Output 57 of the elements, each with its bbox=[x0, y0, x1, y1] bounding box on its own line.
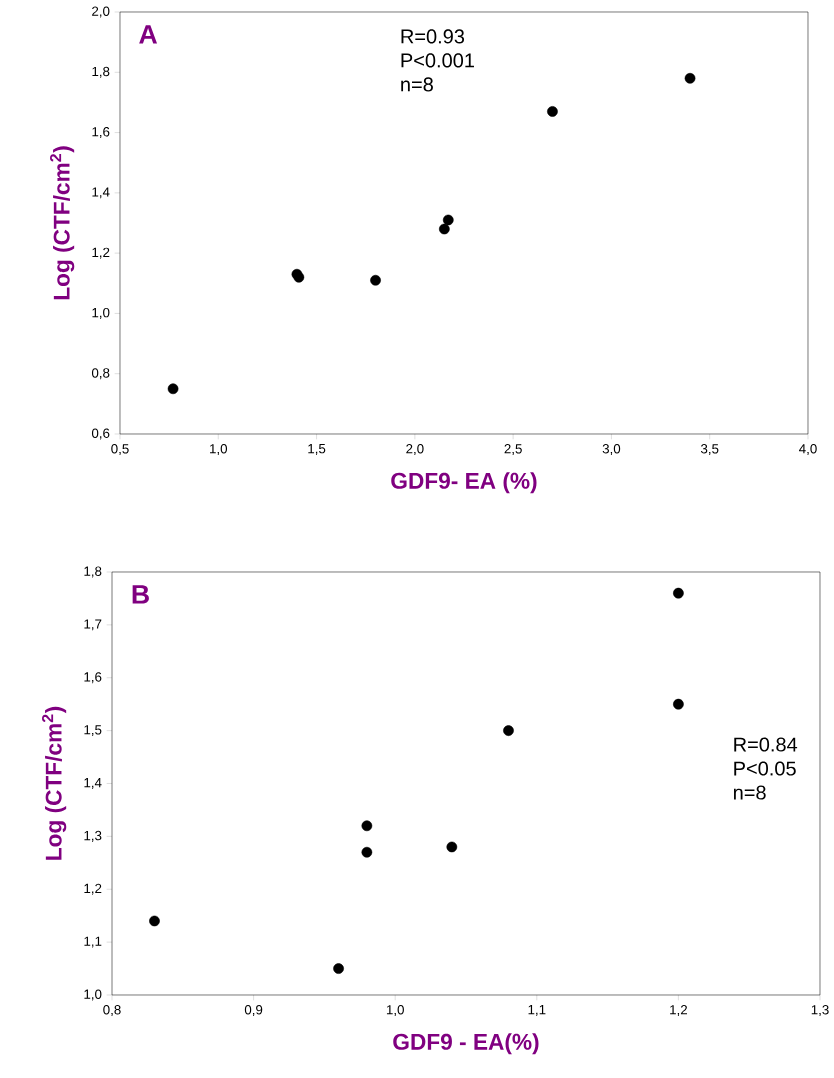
annotation: n=8 bbox=[734, 785, 766, 800]
point bbox=[370, 274, 382, 286]
point bbox=[673, 698, 684, 710]
point bbox=[443, 214, 454, 226]
x-tick-label: 1,0 bbox=[210, 444, 228, 456]
y-tick-label: 1,8 bbox=[84, 566, 102, 578]
y-tick-label: 1,4 bbox=[84, 778, 102, 789]
y-tick-label: 1,6 bbox=[84, 672, 102, 684]
x-axis-title: GDF9 - EA(%) bbox=[393, 1033, 539, 1055]
point bbox=[361, 820, 373, 832]
x-tick-label: 3,5 bbox=[701, 444, 719, 456]
x-tick-label: 4,0 bbox=[799, 444, 817, 456]
y-axis-title: Log (CTF/cm$^{2}$) bbox=[42, 706, 67, 860]
x-tick-label: 2,5 bbox=[504, 444, 522, 456]
y-tick-label: 1,5 bbox=[84, 725, 102, 737]
chart-title: A bbox=[139, 25, 158, 44]
y-tick-label: 1,7 bbox=[84, 619, 102, 631]
x-tick-label: 1,2 bbox=[670, 1005, 688, 1017]
annotation: P<0.05 bbox=[734, 761, 796, 776]
y-axis-title: Log (CTF/cm$^{2}$) bbox=[50, 146, 75, 300]
y-tick-label: 1,2 bbox=[92, 247, 110, 259]
x-tick-label: 0,8 bbox=[103, 1005, 121, 1017]
y-tick-label: 1,1 bbox=[84, 936, 102, 948]
point bbox=[361, 846, 373, 858]
x-tick-label: 0,5 bbox=[111, 444, 129, 456]
point bbox=[673, 587, 684, 599]
x-tick-label: 3,0 bbox=[602, 444, 621, 456]
y-tick-label: 1,0 bbox=[84, 989, 102, 1001]
x-tick-label: 0,9 bbox=[244, 1005, 263, 1017]
point bbox=[167, 383, 179, 395]
point bbox=[547, 106, 558, 117]
x-axis-title: GDF9- EA (%) bbox=[391, 472, 537, 494]
point bbox=[446, 841, 458, 853]
y-tick-label: 1,8 bbox=[92, 66, 110, 78]
point bbox=[333, 963, 345, 974]
x-tick-label: 2,0 bbox=[406, 444, 424, 456]
y-tick-label: 0,8 bbox=[92, 368, 110, 380]
chart-title: B bbox=[132, 585, 150, 604]
x-tick-label: 1,1 bbox=[528, 1005, 546, 1016]
x-tick-label: 1,3 bbox=[811, 1005, 829, 1017]
point bbox=[439, 223, 450, 235]
point bbox=[149, 915, 160, 927]
x-tick-label: 1,5 bbox=[308, 444, 326, 455]
annotation: R=0.84 bbox=[734, 737, 798, 752]
y-tick-label: 1,0 bbox=[92, 307, 110, 319]
annotation: P<0.001 bbox=[401, 53, 475, 68]
y-tick-label: 1,2 bbox=[84, 883, 102, 895]
y-tick-label: 0,6 bbox=[92, 428, 110, 440]
x-tick-label: 1,0 bbox=[387, 1005, 405, 1017]
point bbox=[503, 725, 514, 736]
point bbox=[684, 72, 696, 84]
annotation: R=0.93 bbox=[401, 29, 465, 44]
y-tick-label: 1,4 bbox=[92, 187, 110, 199]
y-tick-label: 1,3 bbox=[84, 830, 102, 842]
y-tick-label: 2,0 bbox=[92, 6, 110, 18]
annotation: n=8 bbox=[401, 77, 434, 92]
y-tick-label: 1,6 bbox=[92, 127, 110, 139]
